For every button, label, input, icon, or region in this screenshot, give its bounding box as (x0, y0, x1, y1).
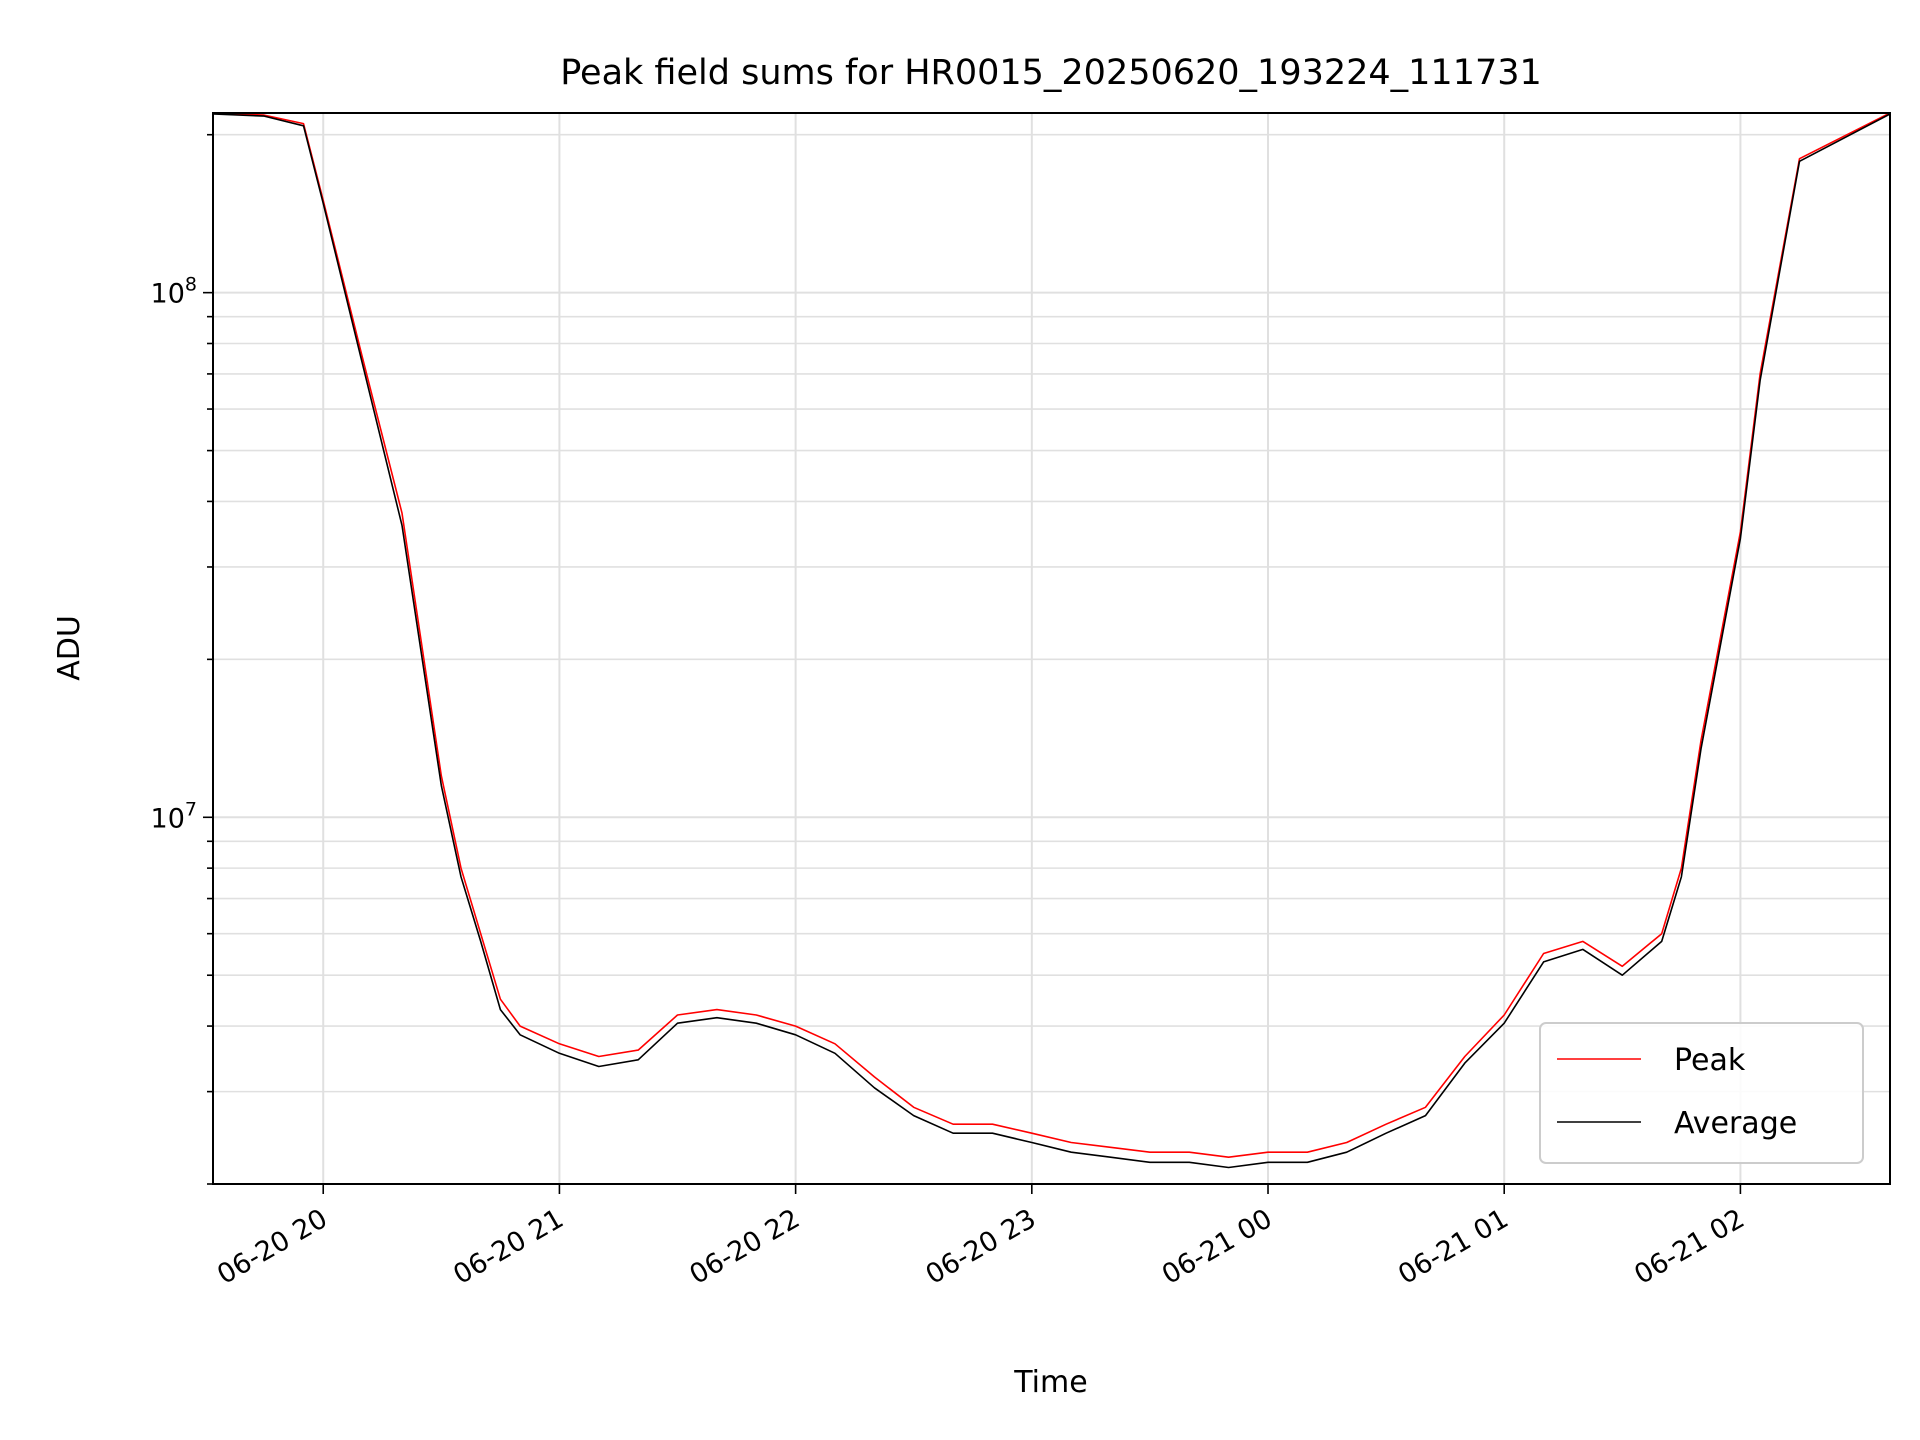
series-line-average (212, 113, 1891, 1169)
chart-title: Peak field sums for HR0015_20250620_1932… (560, 53, 1542, 93)
legend-label-peak: Peak (1674, 1043, 1746, 1078)
legend-box (1539, 1022, 1864, 1164)
plot-frame (212, 112, 1891, 1185)
y-axis-label: ADU (52, 615, 87, 681)
series-layer (212, 112, 1891, 1169)
series-line-peak (212, 112, 1891, 1158)
x-axis-label: Time (1013, 1365, 1087, 1400)
legend: Peak Average (1539, 1022, 1864, 1164)
y-tick-label: 108 (151, 274, 197, 310)
y-tick-label: 107 (151, 798, 197, 834)
legend-label-average: Average (1674, 1106, 1797, 1141)
grid (213, 113, 1890, 1185)
